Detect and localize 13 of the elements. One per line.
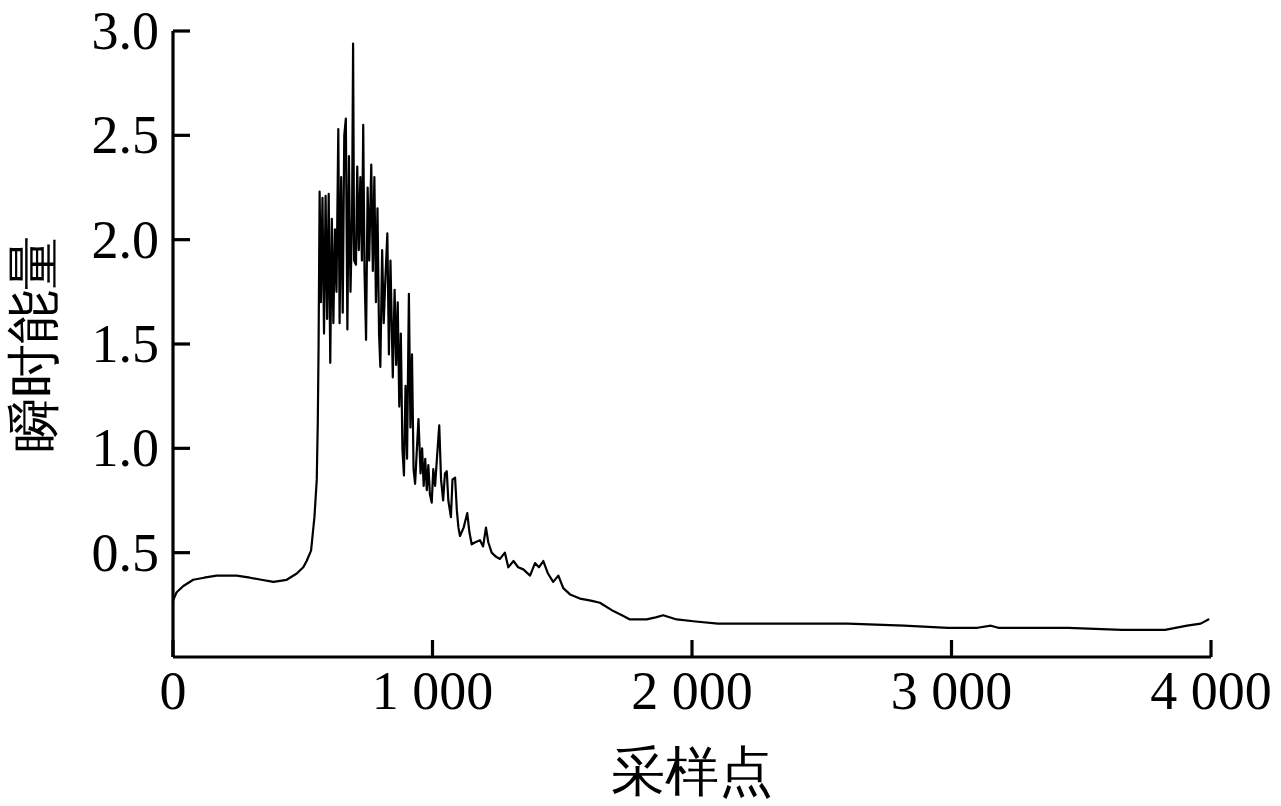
y-tick-label: 1.0: [91, 418, 159, 479]
x-tick-label: 1 000: [371, 661, 494, 721]
x-tick-label: 3 000: [890, 661, 1013, 721]
y-tick-label: 2.0: [91, 209, 159, 270]
y-tick-label: 0.5: [91, 522, 159, 583]
y-tick-label: 3.0: [91, 1, 159, 61]
y-axis-title: 瞬时能量: [4, 236, 64, 452]
x-tick-label: 2 000: [631, 661, 753, 721]
x-tick-label: 4 000: [1150, 661, 1272, 721]
y-tick-label: 2.5: [91, 105, 159, 166]
y-tick-label: 1.5: [91, 314, 159, 374]
x-axis-title: 采样点: [611, 742, 773, 802]
x-tick-label: 0: [159, 661, 187, 721]
